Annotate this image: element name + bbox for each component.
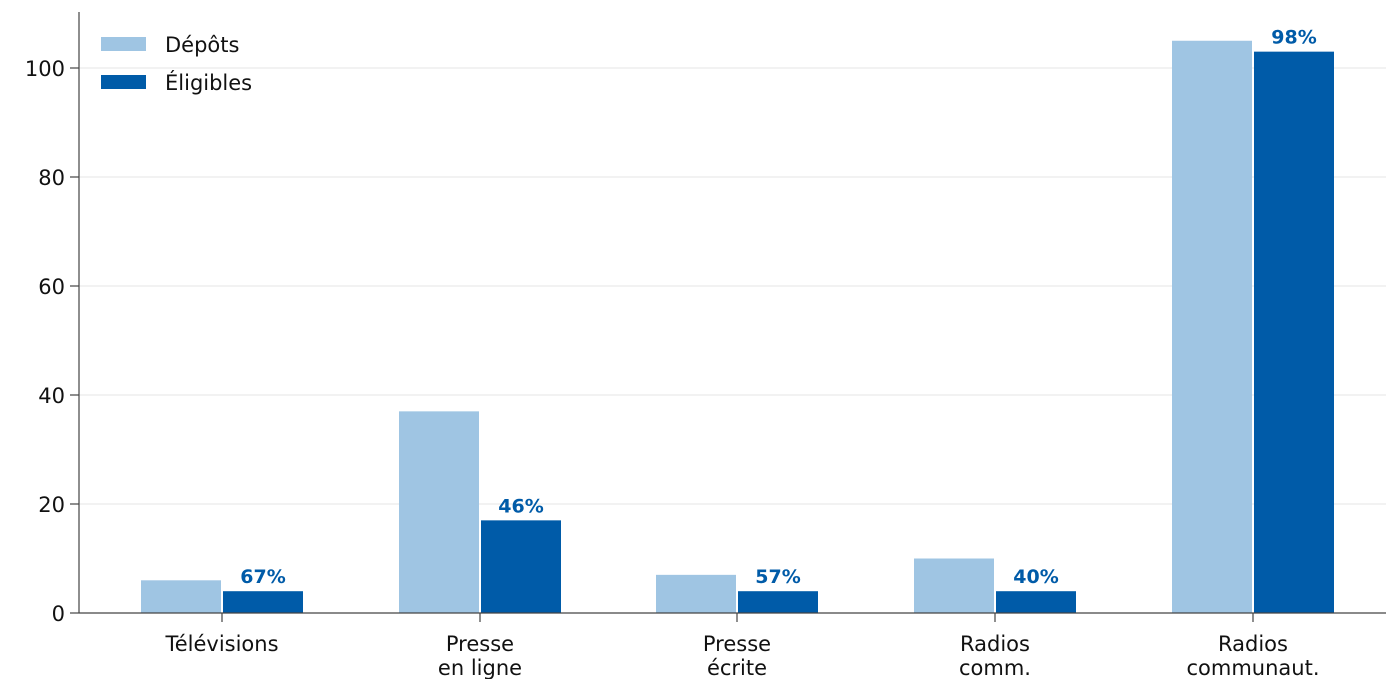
x-tick-label: Presse	[446, 632, 514, 656]
bar-depots	[1172, 40, 1252, 613]
bar-depots	[656, 574, 736, 613]
data-label: 40%	[1013, 566, 1058, 588]
x-tick-label: comm.	[959, 656, 1031, 679]
bar-eligibles	[481, 520, 561, 613]
bar-eligibles	[996, 591, 1076, 613]
legend-swatch-eligibles	[101, 75, 146, 89]
legend-label-eligibles: Éligibles	[165, 70, 252, 95]
legend: Dépôts Éligibles	[101, 33, 252, 95]
data-label: 98%	[1271, 27, 1316, 49]
bar-eligibles	[223, 591, 303, 613]
x-tick-label: Radios	[1218, 632, 1288, 656]
data-labels: 67% 46% 57% 40% 98%	[240, 27, 1316, 589]
y-tick-label: 20	[38, 493, 65, 517]
y-tick-label: 40	[38, 384, 65, 408]
legend-swatch-depots	[101, 37, 146, 51]
y-tick-label: 60	[38, 275, 65, 299]
x-tick-label: Presse	[703, 632, 771, 656]
data-label: 57%	[755, 566, 800, 588]
x-tick-label: communaut.	[1186, 656, 1319, 679]
y-tick-label: 0	[52, 602, 65, 626]
bars	[141, 40, 1334, 613]
x-tick-label: en ligne	[438, 656, 522, 679]
axes	[78, 12, 1386, 614]
legend-label-depots: Dépôts	[165, 33, 239, 57]
bar-eligibles	[1254, 51, 1334, 613]
bar-depots	[914, 558, 994, 613]
y-tick-label: 100	[25, 57, 65, 81]
x-tick-label: écrite	[707, 656, 767, 679]
bar-eligibles	[738, 591, 818, 613]
x-tick-label: Télévisions	[164, 632, 278, 656]
gridlines	[79, 67, 1386, 505]
y-tick-label: 80	[38, 166, 65, 190]
y-ticks: 0 20 40 60 80 100	[25, 57, 79, 626]
data-label: 46%	[498, 495, 543, 517]
data-label: 67%	[240, 566, 285, 588]
x-tick-label: Radios	[960, 632, 1030, 656]
bar-depots	[141, 580, 221, 613]
bar-depots	[399, 411, 479, 613]
